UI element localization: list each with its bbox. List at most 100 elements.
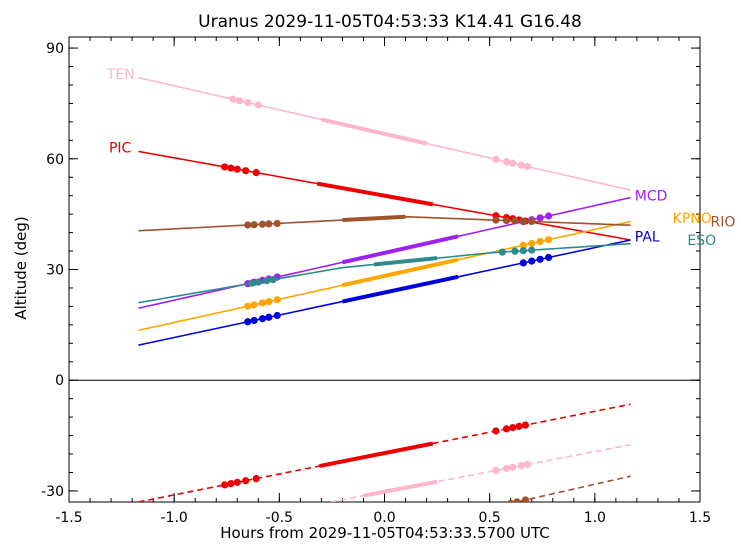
kpno-point [544,236,553,244]
x-tick-label: 1.5 [689,510,711,526]
pic-point [252,169,260,177]
rio-point [528,217,536,226]
pal-point [273,311,281,320]
pic-below-point [233,478,241,486]
kpno-point [265,297,273,306]
mcd-thick-segment [341,234,459,265]
rio-point [511,217,519,225]
y-tick-label: 90 [46,41,64,57]
ten-below-point [502,464,511,473]
rio-point [502,216,511,225]
eso-thick-segment [373,256,438,267]
ten-point [254,101,262,109]
pic-below-point [515,422,523,430]
y-tick-labels: -30 0 30 60 90 [41,41,64,500]
ten-point [517,161,525,169]
x-tick-label: 0.0 [373,510,395,526]
mcd-point [544,212,553,220]
ten-below-point [509,463,517,471]
rio-point [519,217,527,225]
kpno-point [536,237,544,246]
series-label-pal: PAL [635,229,660,245]
eso-point [528,246,536,254]
rio-below-point [513,498,521,502]
series-rio: RIO [138,215,736,502]
eso-point [248,279,256,287]
pal-point [244,318,252,326]
series-label-eso: ESO [687,233,716,249]
rio-below-point [507,499,515,502]
series-ten: TEN [106,67,631,502]
x-tick-label: -1.0 [161,510,188,526]
pic-below-point [502,425,511,433]
kpno-point [528,239,536,247]
x-tick-labels: -1.5 -1.0 -0.5 0.0 0.5 1.0 1.5 [55,510,711,526]
pal-point [258,315,267,323]
rio-point [244,221,252,229]
kpno-point [519,241,527,249]
ten-below-point [523,460,532,469]
ten-point [235,97,243,105]
kpno-point [273,296,281,304]
kpno-point [244,302,252,310]
plot-frame [68,36,701,503]
y-tick-label: -30 [41,484,64,500]
chart-title: Uranus 2029-11-05T04:53:33 K14.41 G16.48 [198,12,582,32]
ten-point [244,99,252,107]
series-label-mcd: MCD [635,189,668,205]
rio-point [492,216,500,224]
pic-below-point [492,427,500,435]
pal-point [250,316,258,325]
kpno-point [250,301,258,309]
eso-point [269,275,277,284]
x-tick-label: -0.5 [266,510,293,526]
pic-below-point [221,481,229,489]
y-tick-label: 60 [46,152,64,168]
rio-point [250,221,258,229]
kpno-point [258,299,267,307]
x-axis-label: Hours from 2029-11-05T04:53:33.5700 UTC [220,524,550,542]
pic-below-point [242,477,250,485]
pic-point [221,163,229,171]
pal-point [536,255,544,263]
y-axis-label: Altitude (deg) [12,216,30,319]
ten-point [502,158,511,166]
axis-ticks [68,37,701,502]
y-tick-label: 30 [46,263,64,279]
x-tick-label: 0.5 [479,510,501,526]
rio-below-point [521,496,530,502]
pal-point [544,253,553,262]
series-kpno: KPNO [138,211,712,332]
pic-thick-segment [316,181,434,207]
series-label-kpno: KPNO [673,211,712,227]
series-label-rio: RIO [711,215,736,231]
pic-below-point [227,480,235,488]
series-label-pic: PIC [109,141,132,157]
eso-point [263,277,271,285]
x-tick-label: -1.5 [55,510,82,526]
ten-point [229,95,237,103]
eso-point [498,248,506,256]
series-eso: ESO [138,233,716,304]
ten-point [492,155,500,163]
rio-point [265,220,273,228]
rio-point [273,219,281,228]
ten-below-line [326,444,631,502]
rio-point [258,220,267,228]
pal-thick-segment [342,274,459,304]
ten-below-thick-segment [363,479,438,498]
ten-thick-segment [320,117,428,146]
pic-below-point [509,424,517,432]
kpno-thick-segment [342,257,459,288]
pic-below-thick-segment [318,441,434,469]
series-pal: PAL [138,229,660,346]
ten-point [509,159,517,167]
pic-below-point [521,421,530,429]
pic-below-point [252,474,260,483]
ten-below-point [517,462,525,470]
series-pic: PIC [109,141,631,502]
eso-point [519,247,527,255]
eso-point [511,247,519,255]
